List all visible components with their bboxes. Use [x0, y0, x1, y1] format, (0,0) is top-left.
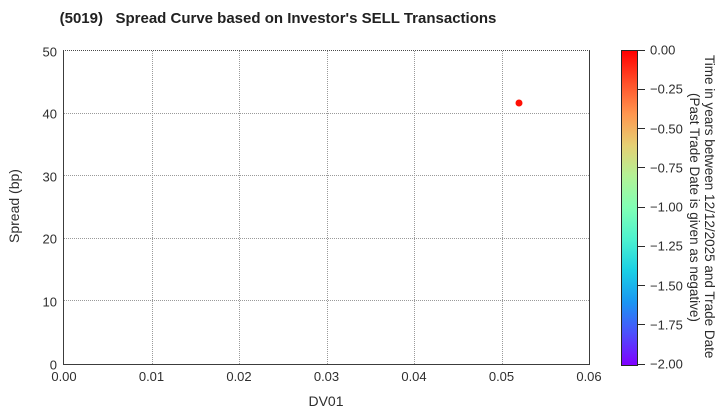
x-gridline: [151, 51, 153, 364]
x-tick-label: 0.06: [576, 369, 602, 384]
colorbar-ticks: 0.00 −0.25 −0.50 −0.75 −1.00 −1.25 −1.50 −1.75 −…: [637, 43, 717, 372]
colorbar-tick-label: 0.00: [650, 42, 676, 58]
colorbar-tick-label: −2.00: [650, 356, 683, 372]
x-tick-label: 0.02: [226, 369, 252, 384]
x-gridline: [326, 51, 328, 364]
x-tick-label: 0.01: [138, 369, 165, 384]
data-point: [515, 99, 523, 107]
y-gridline: [64, 237, 589, 239]
y-gridline: [64, 300, 589, 302]
colorbar-label: Time in years between 12/12/2025 and Tra…: [687, 33, 717, 381]
y-gridline: [64, 175, 589, 177]
y-tick-label: 30: [42, 169, 57, 185]
colorbar-tick-label: −1.25: [650, 238, 683, 254]
colorbar-tick-mark: [638, 167, 645, 169]
colorbar-tick-mark: [638, 245, 645, 247]
colorbar-tick-mark: [638, 285, 645, 286]
y-axis-label: Spread (bp): [6, 169, 22, 244]
colorbar-tick-mark: [638, 206, 645, 208]
colorbar-label-line2: (Past Trade Date is given as negative): [687, 92, 702, 322]
colorbar-tick-label: −0.75: [650, 160, 683, 176]
colorbar-tick-label: −1.75: [650, 317, 683, 333]
colorbar-tick-mark: [638, 88, 645, 90]
x-gridline: [414, 51, 415, 364]
x-tick-label: 0.00: [51, 369, 77, 384]
y-tick-label: 10: [42, 294, 57, 310]
x-gridline: [501, 51, 503, 364]
chart-title: (5019) Spread Curve based on Investor's …: [59, 10, 497, 27]
plot-area: 0.00 0.01 0.02 0.03 0.04 0.05 0.06 0 10 20 30 40 50: [43, 44, 602, 384]
x-tick-label: 0.04: [401, 369, 427, 384]
y-gridline: [64, 112, 589, 114]
y-tick-label: 50: [42, 44, 57, 59]
colorbar-tick-label: −1.50: [650, 278, 683, 293]
y-tick-label: 40: [42, 106, 57, 122]
colorbar-tick-label: −0.50: [650, 121, 683, 136]
colorbar-label-line1: Time in years between 12/12/2025 and Tra…: [702, 55, 717, 359]
x-tick-label: 0.05: [488, 369, 515, 384]
colorbar-tick-mark: [638, 49, 645, 51]
x-tick-label: 0.03: [313, 369, 340, 384]
colorbar-tick-mark: [638, 324, 645, 326]
x-axis-label: DV01: [308, 393, 344, 409]
y-tick-label: 20: [42, 231, 57, 247]
colorbar-tick-mark: [638, 363, 645, 365]
y-tick-label: 0: [49, 357, 57, 372]
x-gridline: [239, 51, 240, 364]
colorbar-tick-mark: [638, 128, 645, 129]
colorbar-tick-label: −0.25: [650, 81, 683, 97]
colorbar: [621, 50, 638, 366]
colorbar-tick-label: −1.00: [650, 199, 683, 215]
